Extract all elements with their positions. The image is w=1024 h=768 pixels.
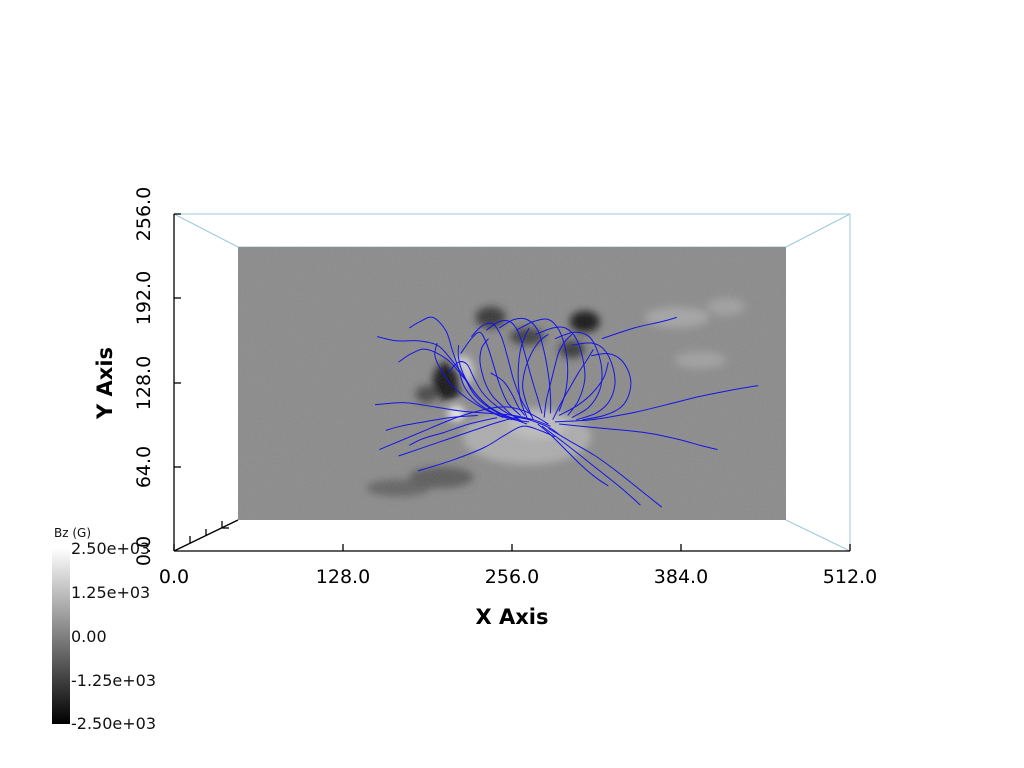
y-tick-label-3: 192.0 — [133, 271, 155, 325]
colorbar: Bz (G) 2.50e+03 1.25e+03 0.00 -1.25e+03 … — [52, 526, 156, 733]
bbox-edge-right-bottom-depth — [786, 520, 850, 551]
y-axis-ticks — [174, 214, 181, 467]
colorbar-label-1: 1.25e+03 — [71, 583, 150, 602]
x-tick-label-0: 0.0 — [159, 566, 189, 588]
colorbar-gradient — [52, 548, 70, 724]
colorbar-label-0: 2.50e+03 — [71, 539, 150, 558]
x-axis-title: X Axis — [476, 605, 549, 629]
y-axis-title: Y Axis — [93, 347, 117, 420]
x-tick-label-1: 128.0 — [316, 566, 370, 588]
x-tick-label-2: 256.0 — [485, 566, 539, 588]
bbox-edge-right-top-depth — [786, 214, 850, 247]
colorbar-label-2: 0.00 — [71, 627, 107, 646]
colorbar-title: Bz (G) — [54, 526, 91, 540]
colorbar-label-4: -2.50e+03 — [71, 714, 156, 733]
magnetogram-plane — [238, 247, 786, 520]
y-tick-label-2: 128.0 — [133, 356, 155, 410]
x-axis-ticks — [174, 544, 850, 551]
x-tick-labels: 0.0 128.0 256.0 384.0 512.0 — [159, 566, 877, 588]
x-tick-label-3: 384.0 — [654, 566, 708, 588]
y-tick-labels: 0.0 64.0 128.0 192.0 256.0 — [133, 187, 155, 566]
y-tick-label-4: 256.0 — [133, 187, 155, 241]
x-tick-label-4: 512.0 — [823, 566, 877, 588]
magnetogram-noise — [238, 247, 786, 520]
bbox-edge-left-top-depth — [174, 214, 238, 247]
colorbar-label-3: -1.25e+03 — [71, 671, 156, 690]
y-tick-label-1: 64.0 — [133, 446, 155, 488]
